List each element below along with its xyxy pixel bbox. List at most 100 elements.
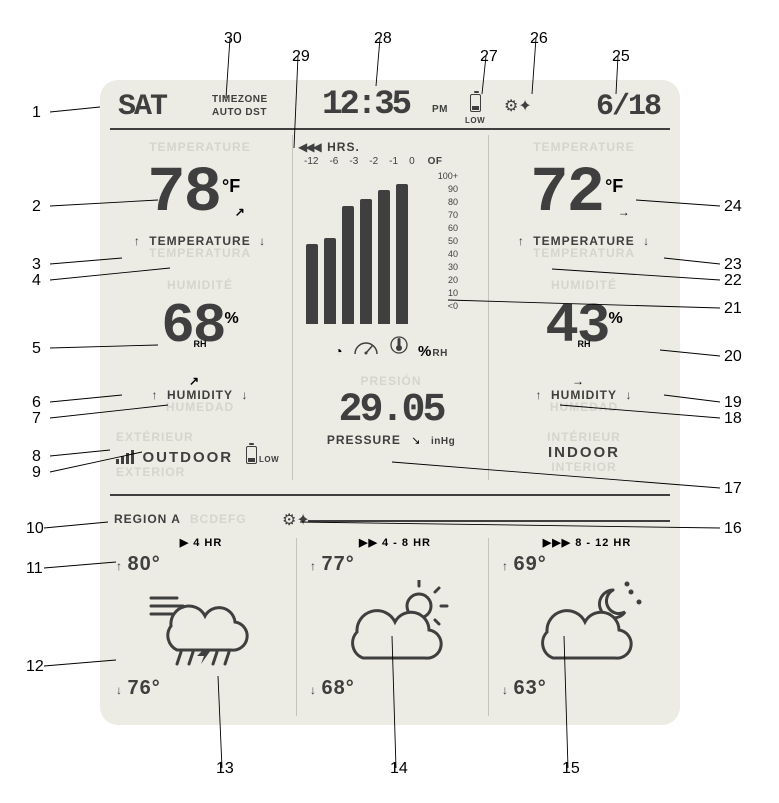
bar-0 bbox=[306, 244, 318, 324]
history-scale: 100+908070605040302010<0 bbox=[426, 170, 458, 313]
region-label: REGION A bbox=[114, 512, 181, 526]
callout-26: 26 bbox=[530, 30, 548, 48]
callout-29: 29 bbox=[292, 48, 310, 66]
ghost-temp-label: TEMPERATURE bbox=[110, 140, 290, 154]
hrs-label: HRS. bbox=[327, 140, 360, 154]
forecast-0-icon bbox=[106, 580, 296, 673]
bar-5 bbox=[396, 184, 408, 324]
indoor-temp-lo-arrow bbox=[643, 234, 650, 248]
pressure-value: 29.05 bbox=[338, 388, 443, 433]
timezone-block: TIMEZONE AUTO DST bbox=[212, 93, 268, 119]
ghost-ext2: EXTERIOR bbox=[116, 465, 290, 479]
bar-1 bbox=[324, 238, 336, 324]
pressure-unit: inHg bbox=[431, 436, 455, 447]
callout-1: 1 bbox=[32, 104, 41, 122]
ghost-ext: EXTÉRIEUR bbox=[116, 430, 290, 444]
forecast-0-lo: 76° bbox=[127, 677, 160, 699]
thermometer-icon bbox=[390, 343, 412, 360]
outdoor-section: OUTDOOR bbox=[142, 449, 233, 466]
callout-9: 9 bbox=[32, 464, 41, 482]
outdoor-humidity: 68 bbox=[161, 294, 224, 358]
callout-13: 13 bbox=[216, 760, 234, 778]
pressure-label: PRESSURE bbox=[327, 433, 401, 447]
header-divider bbox=[110, 128, 670, 130]
callout-20: 20 bbox=[724, 348, 742, 366]
indoor-temp: 72 bbox=[530, 158, 603, 230]
callout-25: 25 bbox=[612, 48, 630, 66]
settings-icon: ⚙︎✦ bbox=[504, 96, 532, 116]
signal-icon bbox=[116, 450, 134, 464]
callout-18: 18 bbox=[724, 410, 742, 428]
pct-rh: %RH bbox=[418, 343, 448, 360]
outdoor-temp-hi-arrow bbox=[134, 234, 141, 248]
bar-4 bbox=[378, 190, 390, 324]
indoor-temp-unit: °F bbox=[605, 176, 623, 196]
outdoor-column: TEMPERATURE 78°F TEMPERATURE TEMPERATURA… bbox=[110, 140, 290, 479]
clock-time: 12:35 bbox=[322, 86, 409, 124]
indoor-temp-trend-icon bbox=[618, 205, 630, 219]
forecast-0: ▶ 4 HR 80° 76° bbox=[106, 536, 296, 700]
indoor-temp-hi-arrow bbox=[518, 234, 525, 248]
indoor-hum-lo-arrow bbox=[625, 388, 632, 402]
region-settings-icon: ⚙︎✦ bbox=[282, 510, 310, 530]
forecast-2-lo: 63° bbox=[513, 677, 546, 699]
hrs-arrows-icon: ◀◀◀ bbox=[298, 140, 320, 154]
date: 6/18 bbox=[596, 90, 660, 124]
forecast-0-hi: 80° bbox=[127, 553, 160, 575]
indoor-section: INDOOR bbox=[548, 444, 620, 461]
callout-7: 7 bbox=[32, 410, 41, 428]
callout-24: 24 bbox=[724, 198, 742, 216]
callout-12: 12 bbox=[26, 658, 44, 676]
indoor-column: TEMPERATURE 72°F TEMPERATURE TEMPERATURA… bbox=[494, 140, 674, 474]
indoor-humidity: 43 bbox=[545, 294, 608, 358]
region-divider bbox=[308, 520, 670, 522]
hist-top-ticks: -12-6-3-2-10 OF bbox=[304, 156, 443, 167]
battery-low-label: LOW bbox=[465, 116, 485, 125]
forecast-1: ▶▶ 4 - 8 HR 77° 68° bbox=[300, 536, 490, 700]
bar-2 bbox=[342, 206, 354, 324]
callout-21: 21 bbox=[724, 300, 742, 318]
callout-5: 5 bbox=[32, 340, 41, 358]
ghost-hum-label2: HUMEDAD bbox=[110, 400, 290, 414]
callout-11: 11 bbox=[26, 560, 43, 578]
forecast-1-lo: 68° bbox=[321, 677, 354, 699]
outdoor-temp-trend-icon bbox=[235, 205, 245, 219]
vsep-right bbox=[488, 135, 489, 480]
timezone-line1: TIMEZONE bbox=[212, 93, 268, 106]
callout-16: 16 bbox=[724, 520, 742, 538]
forecast-2-hi: 69° bbox=[513, 553, 546, 575]
callout-28: 28 bbox=[374, 30, 392, 48]
callout-17: 17 bbox=[724, 480, 742, 498]
center-column: ◀◀◀ HRS. -12-6-3-2-10 OF 100+90807060504… bbox=[298, 138, 484, 156]
forecast-sep1 bbox=[296, 538, 297, 716]
ghost-hum-label: HUMIDITÉ bbox=[110, 278, 290, 292]
vsep-left bbox=[292, 135, 293, 480]
callout-14: 14 bbox=[390, 760, 408, 778]
outdoor-hum-hi-arrow bbox=[152, 388, 159, 402]
forecast-2-icon bbox=[492, 580, 682, 673]
indoor-hum-hi-arrow bbox=[536, 388, 543, 402]
clock-ampm: PM bbox=[432, 104, 448, 115]
callout-2: 2 bbox=[32, 198, 41, 216]
callout-10: 10 bbox=[26, 520, 44, 538]
callout-22: 22 bbox=[724, 272, 742, 290]
device-panel: SAT TIMEZONE AUTO DST 12:35 PM LOW ⚙︎✦ 6… bbox=[100, 80, 680, 725]
gauge-icon bbox=[353, 343, 383, 360]
pressure-trend-icon: ↘ bbox=[411, 435, 420, 447]
forecast-1-icon bbox=[300, 580, 490, 673]
ghost-pressure: PRESIÓN bbox=[298, 374, 484, 388]
bar-3 bbox=[360, 199, 372, 324]
outdoor-battery-icon bbox=[246, 451, 257, 468]
weekday: SAT bbox=[118, 90, 166, 124]
history-bars bbox=[306, 174, 408, 324]
clock-small-icon: ◔ bbox=[334, 343, 342, 359]
outdoor-hum-lo-arrow bbox=[241, 388, 248, 402]
outdoor-temp-unit: °F bbox=[222, 176, 240, 196]
callout-30: 30 bbox=[224, 30, 242, 48]
callout-27: 27 bbox=[480, 48, 498, 66]
forecast-1-hi: 77° bbox=[321, 553, 354, 575]
outdoor-low: LOW bbox=[259, 455, 279, 464]
battery-icon bbox=[470, 94, 481, 117]
timezone-line2: AUTO DST bbox=[212, 106, 268, 119]
ghost-temp-label2: TEMPERATURA bbox=[110, 246, 290, 260]
